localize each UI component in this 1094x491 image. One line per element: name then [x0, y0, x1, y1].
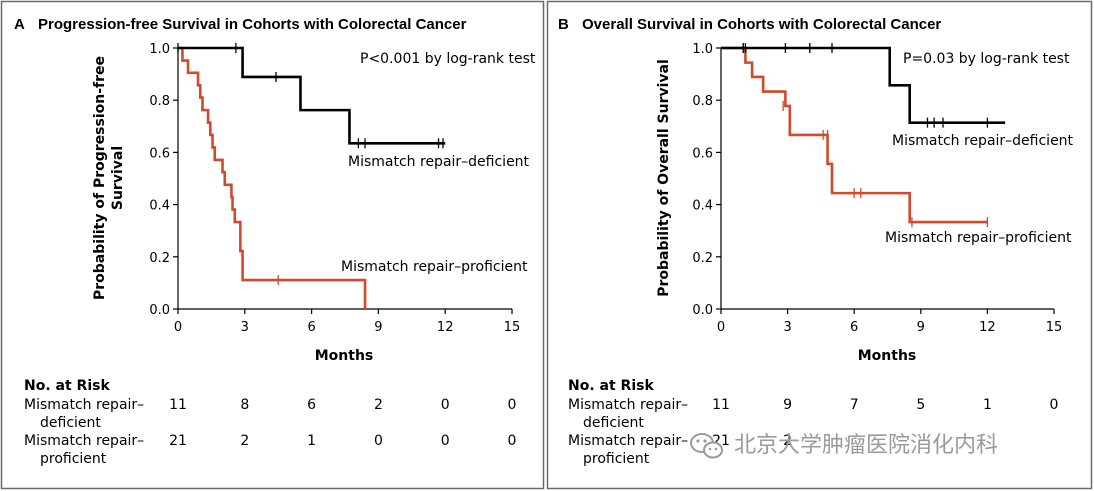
x-tick-label: 6	[850, 320, 858, 335]
panel-a: A Progression-free Survival in Cohorts w…	[14, 16, 536, 467]
panel-a-risk-heading: No. at Risk	[24, 378, 110, 394]
panel-a-legend-deficient: Mismatch repair–deficient	[348, 154, 530, 170]
y-tick-label: 0.8	[692, 94, 713, 109]
panel-b-legend-deficient: Mismatch repair–deficient	[892, 133, 1074, 149]
panel-b-title: Overall Survival in Cohorts with Colorec…	[582, 16, 941, 33]
risk-value: 2	[240, 433, 249, 449]
y-tick-label: 0.4	[149, 199, 170, 214]
panel-b-y-ticks: 0.0 0.2 0.4 0.6 0.8 1.0	[692, 42, 721, 318]
risk-value: 2	[783, 433, 792, 449]
risk-value: 0	[508, 397, 517, 413]
y-tick-label: 0.8	[149, 94, 170, 109]
y-tick-label: 0.2	[149, 251, 170, 266]
x-tick-label: 3	[241, 320, 249, 335]
y-tick-label: 1.0	[149, 42, 170, 57]
panel-b-letter: B	[558, 16, 569, 33]
y-tick-label: 1.0	[692, 42, 713, 57]
x-tick-label: 0	[717, 320, 725, 335]
x-tick-label: 9	[374, 320, 382, 335]
panel-a-risk-values: 11 8 6 2 0 021 2 1 0 0 0	[169, 397, 516, 449]
panel-a-x-label: Months	[315, 348, 374, 364]
risk-value: 0	[508, 433, 517, 449]
y-tick-label: 0.0	[692, 303, 713, 318]
risk-value: 1	[983, 397, 992, 413]
risk-value: 0	[374, 433, 383, 449]
panel-a-risk-row2-label-line1: Mismatch repair–	[24, 433, 144, 449]
panel-b-risk-row2-label-line1: Mismatch repair–	[568, 433, 688, 449]
x-tick-label: 6	[307, 320, 315, 335]
y-tick-label: 0.4	[692, 199, 713, 214]
risk-value: 11	[712, 397, 730, 413]
panel-b-risk-row1-label-line2: deficient	[583, 415, 644, 431]
x-tick-label: 15	[1046, 320, 1063, 335]
panel-b-risk-row2-label-line2: proficient	[583, 451, 650, 467]
y-tick-label: 0.2	[692, 251, 713, 266]
risk-value: 2	[374, 397, 383, 413]
panel-b-risk-row1-label-line1: Mismatch repair–	[568, 397, 688, 413]
panel-b: B Overall Survival in Cohorts with Color…	[558, 16, 1074, 467]
panel-b-pvalue: P=0.03 by log-rank test	[903, 51, 1070, 67]
panel-a-title: Progression-free Survival in Cohorts wit…	[38, 16, 467, 33]
panel-b-curves	[721, 43, 1006, 228]
panel-a-risk-row1-label-line2: deficient	[40, 415, 101, 431]
x-tick-label: 12	[979, 320, 996, 335]
panel-b-axes	[720, 48, 1054, 310]
panel-a-pvalue: P<0.001 by log-rank test	[360, 51, 536, 67]
y-tick-label: 0.6	[692, 146, 713, 161]
survival-curve-deficient	[178, 46, 446, 145]
panel-b-x-label: Months	[858, 348, 917, 364]
panel-a-risk-row1-label-line1: Mismatch repair–	[24, 397, 144, 413]
risk-value: 9	[783, 397, 792, 413]
panel-a-legend-proficient: Mismatch repair–proficient	[341, 259, 528, 275]
panel-a-curves	[177, 43, 446, 309]
survival-curve-proficient	[721, 46, 988, 224]
risk-value: 6	[307, 397, 316, 413]
y-tick-label: 0.6	[149, 146, 170, 161]
survival-curve-proficient	[178, 46, 367, 309]
y-tick-label: 0.0	[149, 303, 170, 318]
risk-value: 7	[850, 397, 859, 413]
x-tick-label: 3	[783, 320, 791, 335]
panel-b-y-label: Probability of Overall Survival	[656, 59, 672, 297]
risk-value: 8	[240, 397, 249, 413]
x-tick-label: 15	[504, 320, 521, 335]
x-tick-label: 0	[174, 320, 182, 335]
panel-a-y-label-line2: Survival	[110, 146, 126, 210]
x-tick-label: 9	[917, 320, 925, 335]
risk-value: 5	[916, 397, 925, 413]
panel-b-legend-proficient: Mismatch repair–proficient	[885, 230, 1072, 246]
panel-b-risk-heading: No. at Risk	[568, 378, 654, 394]
wechat-icon	[690, 433, 723, 459]
risk-value: 0	[441, 397, 450, 413]
x-tick-label: 12	[437, 320, 454, 335]
panel-a-frame	[0, 0, 545, 490]
panel-a-axes	[177, 48, 512, 310]
panel-a-letter: A	[14, 16, 25, 33]
panel-a-y-ticks: 0.0 0.2 0.4 0.6 0.8 1.0	[149, 42, 178, 318]
risk-value: 1	[307, 433, 316, 449]
panel-b-frame	[546, 0, 1093, 490]
risk-value: 0	[1050, 397, 1059, 413]
risk-value: 0	[441, 433, 450, 449]
panel-b-x-ticks: 0 3 6 9 12 15	[717, 309, 1062, 335]
risk-value: 11	[169, 397, 187, 413]
watermark: 北京大学肿瘤医院消化内科	[690, 433, 998, 459]
watermark-text: 北京大学肿瘤医院消化内科	[734, 433, 998, 458]
panel-a-risk-row2-label-line2: proficient	[40, 451, 107, 467]
panel-a-y-label-line1: Probability of Progression-free	[92, 56, 108, 300]
panel-a-x-ticks: 0 3 6 9 12 15	[174, 309, 520, 335]
risk-value: 21	[169, 433, 187, 449]
survival-curve-deficient	[721, 46, 1006, 124]
